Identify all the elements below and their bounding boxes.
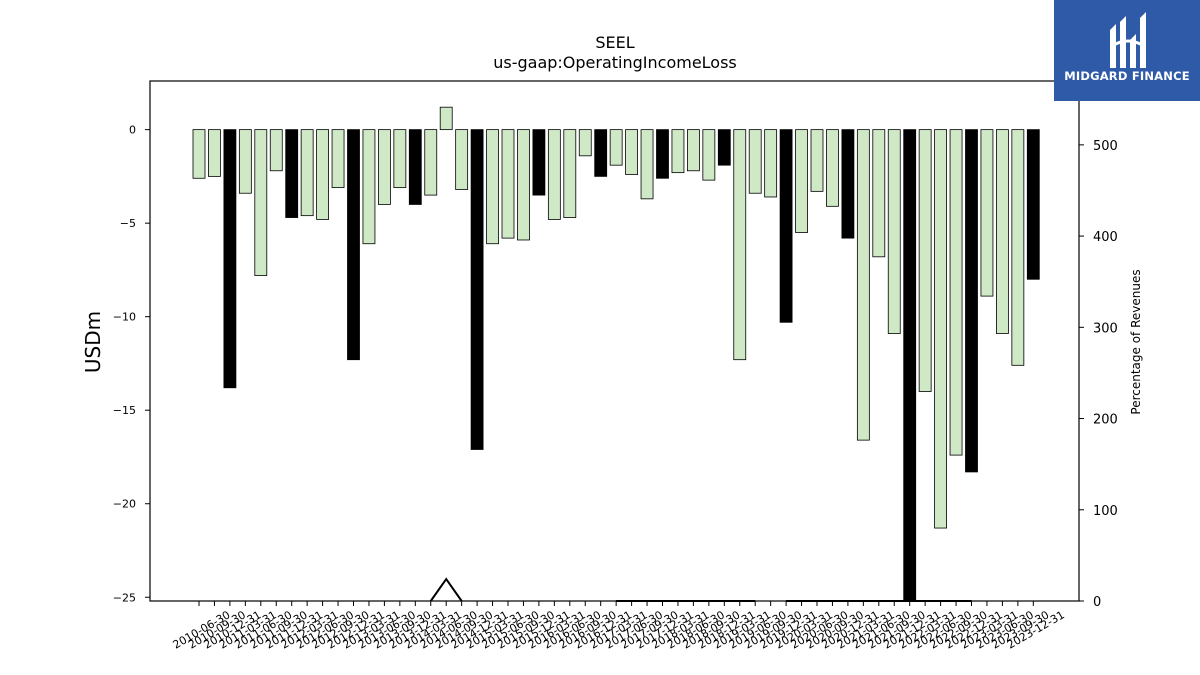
bar-2012-06-30 [316,129,330,220]
bar-2021-12-31 [903,129,917,602]
bar-2011-06-30 [254,129,268,276]
bar-2015-12-31 [532,129,546,196]
y-tick-label: −5 [120,217,136,230]
bar-2017-12-31 [656,129,669,179]
bar-2014-09-30 [455,129,469,190]
bar-2015-09-30 [517,129,530,241]
bar-2022-06-30 [934,129,947,529]
bar-2023-06-30 [996,129,1009,334]
plot-frame [149,80,1080,602]
bar-2020-09-30 [826,129,839,207]
bar-2022-09-30 [949,129,963,456]
y-tick-label: −25 [113,591,136,604]
bar-2013-09-30 [393,129,407,189]
bar-2016-09-30 [578,129,592,157]
bar-2014-06-30 [439,106,453,131]
bar-2018-06-30 [687,129,700,172]
chart-title: SEEL [595,33,634,52]
bar-2010-06-30 [192,129,206,179]
bar-2010-12-31 [223,129,237,389]
bar-2019-09-30 [764,129,778,198]
bar-2021-06-30 [872,129,886,258]
bar-2012-03-31 [300,129,314,217]
midgard-finance-logo: MIDGARD FINANCE [1054,0,1200,101]
bar-2023-09-30 [1011,129,1025,366]
bar-2011-12-31 [285,129,299,218]
bar-2010-09-30 [208,129,221,177]
y2-tick-label: 300 [1093,321,1118,336]
bar-2018-03-31 [671,129,685,174]
bar-2012-09-30 [331,129,345,189]
y2-tick-label: 200 [1093,413,1118,428]
bar-2011-09-30 [269,129,283,172]
bar-2017-03-31 [609,129,623,166]
y-tick-label: −20 [113,498,136,511]
bar-2023-12-31 [1026,129,1040,280]
bar-2020-03-31 [795,129,808,233]
bar-2019-06-30 [748,129,762,194]
bar-2012-12-31 [347,129,360,361]
y-tick-label: 0 [129,124,136,137]
y2-tick-label: 400 [1093,230,1118,245]
bar-2015-03-31 [486,129,499,245]
chart-subtitle: us-gaap:OperatingIncomeLoss [493,53,737,72]
bar-2014-12-31 [470,129,484,450]
y-axis-label: USDm [81,311,105,373]
bar-2022-12-31 [965,129,978,473]
y2-axis-label: Percentage of Revenues [1129,269,1143,414]
bar-2013-03-31 [362,129,376,245]
bar-2015-06-30 [501,129,515,239]
y-tick-label: −10 [113,311,136,324]
logo-text: MIDGARD FINANCE [1064,69,1190,83]
bar-2020-12-31 [841,129,855,239]
bar-2016-12-31 [594,129,608,177]
y2-tick-label: 0 [1093,595,1101,610]
y-tick-label: −15 [113,404,136,417]
y2-tick-label: 500 [1093,139,1118,154]
bar-2023-03-31 [980,129,994,297]
y2-tick-label: 100 [1093,504,1118,519]
bar-2021-09-30 [887,129,901,334]
bar-2016-06-30 [563,129,577,218]
bar-2018-09-30 [702,129,716,181]
bar-2018-12-31 [717,129,731,166]
bar-2011-03-31 [238,129,252,194]
bar-2013-12-31 [408,129,422,205]
bar-2019-03-31 [733,129,747,361]
logo-mark-icon [1110,12,1146,68]
bar-2017-06-30 [625,129,638,175]
pct-revenue-line [429,577,463,602]
bar-2014-03-31 [424,129,438,196]
bar-2020-06-30 [810,129,824,192]
bar-2013-06-30 [377,129,391,205]
bar-2016-03-31 [547,129,561,220]
bar-2017-09-30 [640,129,654,200]
bar-2022-03-31 [918,129,932,392]
bar-2021-03-31 [856,129,870,441]
bar-2019-12-31 [779,129,793,323]
